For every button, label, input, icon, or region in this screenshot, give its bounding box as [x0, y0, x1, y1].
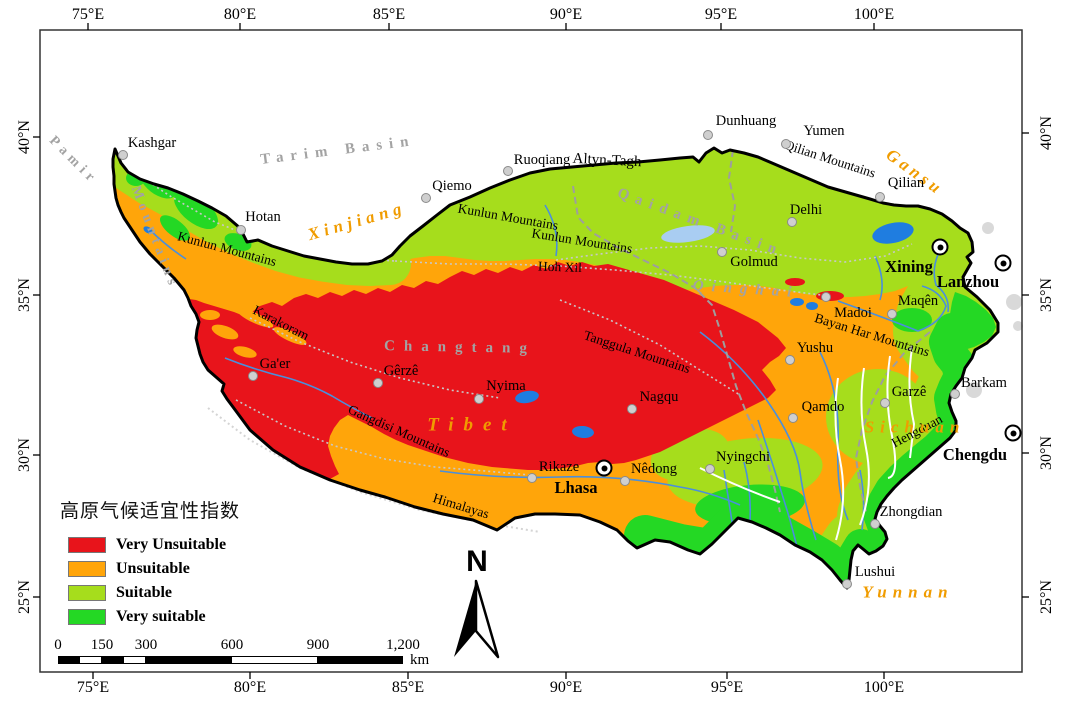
scale-bar-tick-300: 300	[134, 637, 158, 653]
scale-bar-tick-900: 900	[306, 637, 330, 653]
scale-bar-segments	[58, 656, 403, 664]
zone-suitable-garze	[826, 369, 930, 465]
legend-item-suitable: Suitable	[68, 581, 240, 605]
legend-title: 高原气候适宜性指数	[60, 501, 241, 522]
scale-bar-segment-2	[102, 656, 124, 664]
map-frame	[39, 29, 1023, 673]
graticule-ticks	[33, 23, 1029, 679]
lakes	[143, 222, 914, 439]
north-arrow: N	[448, 547, 506, 667]
zone-orange-patches	[200, 308, 307, 358]
legend-label-very-suitable: Very suitable	[116, 608, 206, 625]
lake-ngoring	[806, 302, 818, 310]
legend-item-very-suitable: Very suitable	[68, 605, 240, 629]
legend-label-very-unsuitable: Very Unsuitable	[116, 536, 227, 553]
scale-bar-segment-1	[80, 656, 102, 664]
scale-bar: 0 150 300 600 900 1,200 km	[54, 637, 458, 669]
north-arrow-icon	[454, 579, 500, 659]
scale-bar-segment-3	[124, 656, 146, 664]
lake-small-west	[143, 226, 153, 234]
scale-bar-segment-0	[58, 656, 80, 664]
scale-bar-segment-4	[146, 656, 232, 664]
zone-red-patch	[785, 278, 805, 286]
lake-gyaring	[790, 298, 804, 306]
range-white-lines	[699, 347, 916, 541]
scale-bar-segment-5	[232, 656, 318, 664]
plateau-outline	[111, 146, 1000, 590]
scale-bar-tick-1-200: 1,200	[386, 637, 420, 653]
north-arrow-label: N	[466, 545, 488, 578]
legend-swatch-very-unsuitable	[68, 537, 106, 553]
legend-swatch-suitable	[68, 585, 106, 601]
lake-siling	[515, 390, 539, 404]
scale-bar-tick-150: 150	[90, 637, 114, 653]
legend: 高原气候适宜性指数 Very Unsuitable Unsuitable Suita…	[60, 496, 240, 629]
lake-nam	[572, 425, 594, 439]
scale-bar-tick-0: 0	[54, 637, 62, 653]
legend-items: Very Unsuitable Unsuitable Suitable Very su…	[68, 533, 240, 629]
lake-qaidam	[661, 225, 715, 243]
scale-bar-unit: km	[410, 652, 430, 668]
legend-item-very-unsuitable: Very Unsuitable	[68, 533, 240, 557]
scale-bar-tick-labels: 0 150 300 600 900 1,200	[54, 637, 458, 654]
legend-label-suitable: Suitable	[116, 584, 173, 601]
scale-bar-segment-6	[318, 656, 403, 664]
lake-qinghai	[872, 222, 914, 244]
outside-terrain-blobs	[827, 222, 1023, 532]
scale-bar-tick-600: 600	[220, 637, 244, 653]
legend-item-unsuitable: Unsuitable	[68, 557, 240, 581]
legend-swatch-very-suitable	[68, 609, 106, 625]
admin-boundary-lines	[572, 149, 931, 513]
legend-label-unsuitable: Unsuitable	[116, 560, 190, 577]
legend-swatch-unsuitable	[68, 561, 106, 577]
zone-very-unsuitable-core	[189, 262, 786, 479]
